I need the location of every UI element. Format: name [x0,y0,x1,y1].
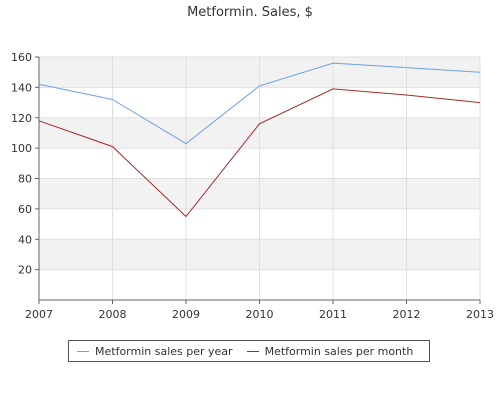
y-tick-label: 60 [18,203,32,216]
legend: Metformin sales per year Metformin sales… [68,340,430,362]
x-tick-label: 2007 [25,308,53,321]
y-tick-label: 120 [11,112,32,125]
legend-swatch-per-year [77,350,89,352]
legend-label-per-month: Metformin sales per month [264,344,414,358]
legend-label-per-year: Metformin sales per year [95,344,233,358]
legend-swatch-per-month [246,350,259,352]
legend-item-per-month[interactable]: Metformin sales per month [246,344,414,358]
x-tick-label: 2009 [172,308,200,321]
y-tick-label: 100 [11,142,32,155]
x-tick-label: 2008 [99,308,127,321]
y-tick-label: 140 [11,81,32,94]
x-tick-label: 2013 [466,308,494,321]
x-tick-label: 2011 [319,308,347,321]
series-line-per-month [38,88,481,218]
x-tick-label: 2012 [393,308,421,321]
y-tick-label: 40 [18,233,32,246]
y-tick-label: 80 [18,173,32,186]
legend-item-per-year[interactable]: Metformin sales per year [77,345,233,358]
axes [35,56,481,304]
x-tick-label: 2010 [246,308,274,321]
y-tick-label: 20 [18,264,32,277]
series-lines [38,62,481,218]
tick-labels: 20 40 60 80 100 120 140 160 2007 2008 2009 2010 2011… [11,51,494,321]
series-line-per-year [38,62,481,145]
y-tick-label: 160 [11,51,32,64]
chart-title: Metformin. Sales, $ [187,5,313,20]
